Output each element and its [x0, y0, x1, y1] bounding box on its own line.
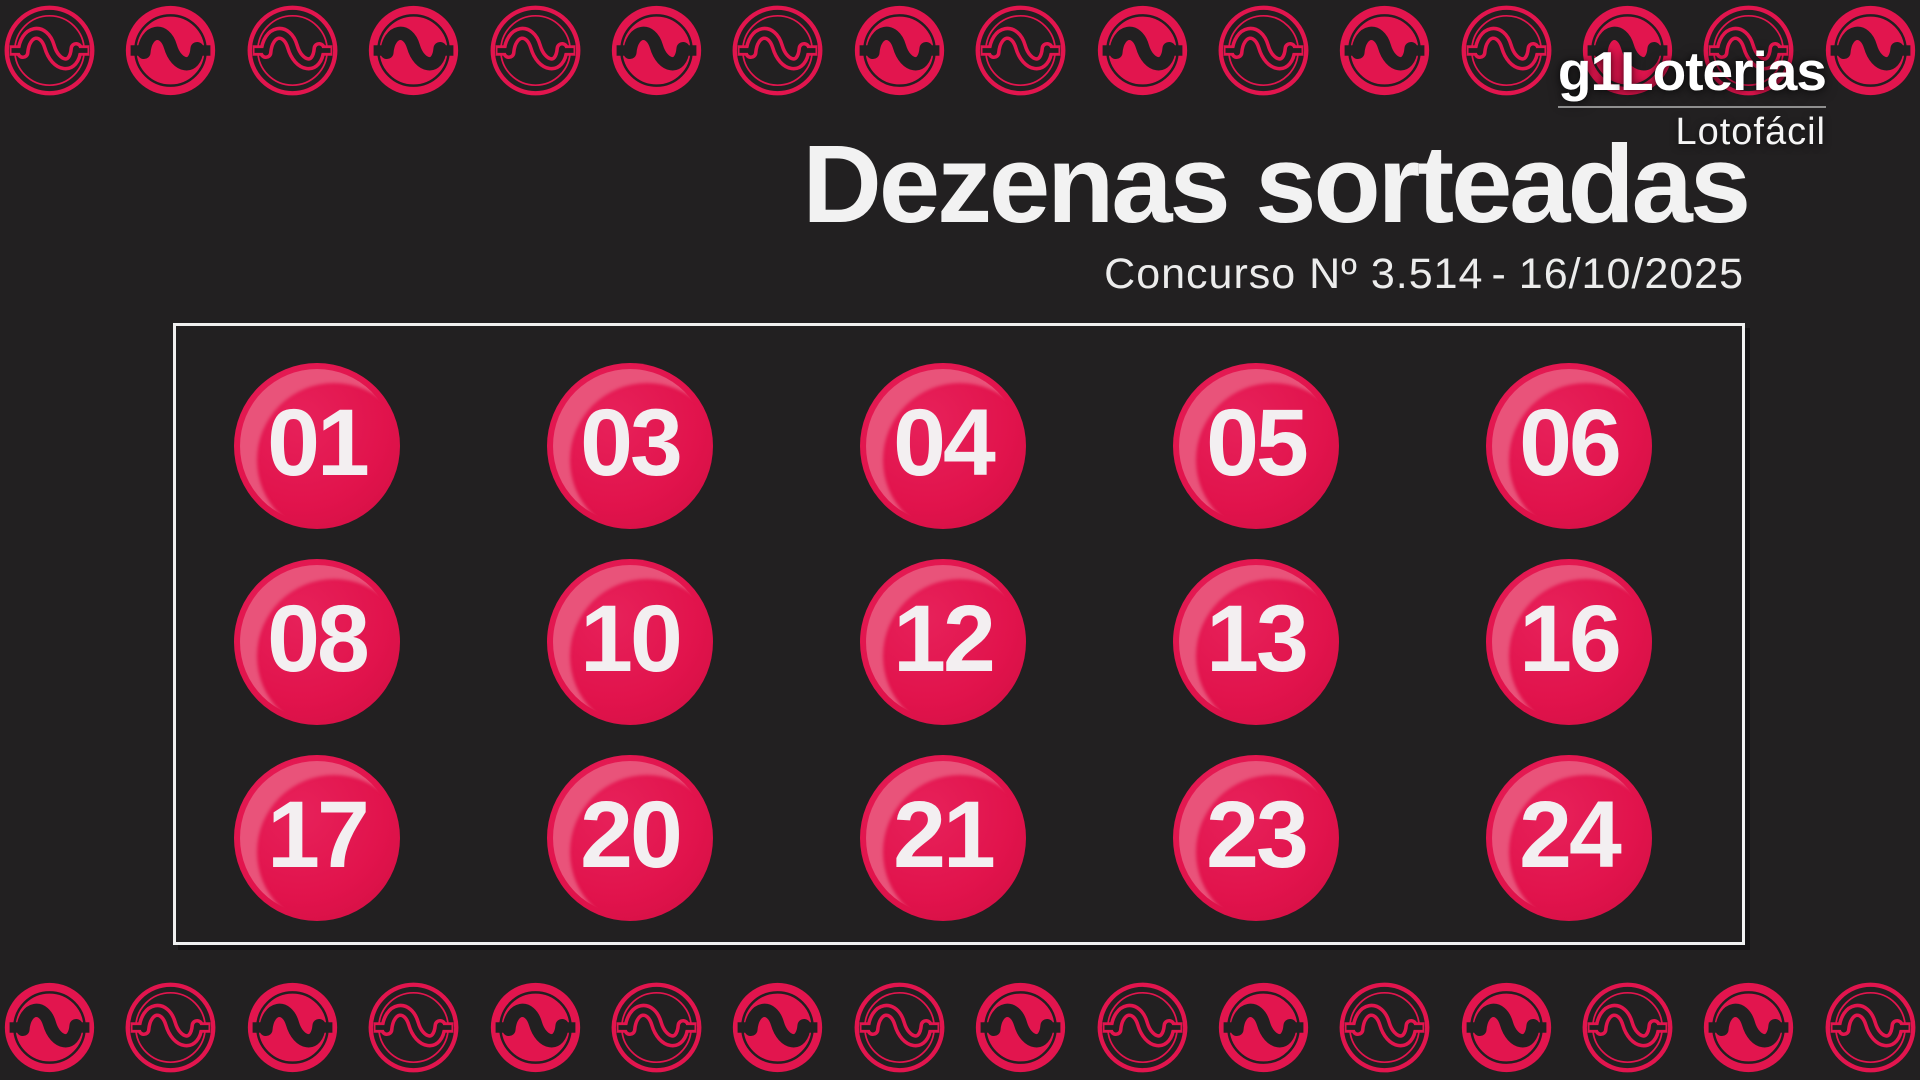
lottery-ball: 08 — [234, 559, 400, 725]
money-coin-outline-icon — [368, 982, 459, 1073]
money-coin-filled-icon — [1461, 982, 1551, 1073]
money-coin-outline-icon — [975, 5, 1066, 96]
money-coin-outline-icon — [1825, 982, 1916, 1073]
contest-subtitle: Concurso Nº 3.514-16/10/2025 — [1104, 250, 1744, 299]
money-coin-outline-icon — [611, 982, 702, 1073]
page-title: Dezenas sorteadas — [802, 123, 1751, 246]
lottery-ball: 20 — [547, 755, 713, 921]
money-coin-filled-icon — [1825, 5, 1916, 96]
ball-number: 17 — [267, 781, 370, 888]
lottery-ball: 10 — [547, 559, 713, 725]
money-coin-outline-icon — [4, 5, 95, 96]
logo-loterias: Loterias — [1620, 40, 1827, 102]
logo-g1: g1 — [1557, 40, 1621, 102]
money-coin-filled-icon — [611, 5, 702, 96]
lottery-ball: 01 — [234, 363, 400, 529]
game-name: Lotofácil — [1675, 111, 1826, 153]
logo-block: g1Loterias Lotofácil — [1557, 44, 1827, 154]
ball-number: 01 — [267, 389, 370, 496]
numbers-frame: 01 03 04 05 06 08 10 12 13 16 17 20 21 23 24 — [173, 323, 1745, 945]
ball-number: 21 — [893, 781, 996, 888]
ball-number: 04 — [893, 389, 996, 496]
ball-number: 10 — [580, 585, 683, 692]
money-coin-outline-icon — [1218, 5, 1309, 96]
ball-number: 12 — [893, 585, 996, 692]
contest-number: Concurso Nº 3.514 — [1104, 250, 1484, 298]
coin-border-top — [0, 3, 1920, 98]
money-coin-filled-icon — [733, 982, 823, 1073]
ball-number: 06 — [1519, 389, 1622, 496]
lottery-ball: 17 — [234, 755, 400, 921]
numbers-grid: 01 03 04 05 06 08 10 12 13 16 17 20 21 23 24 — [234, 363, 1652, 921]
lottery-ball: 05 — [1173, 363, 1339, 529]
money-coin-outline-icon — [1461, 5, 1552, 96]
money-coin-filled-icon — [490, 982, 580, 1073]
lottery-ball: 03 — [547, 363, 713, 529]
ball-number: 05 — [1206, 389, 1309, 496]
logo-underline — [1557, 106, 1826, 108]
ball-number: 23 — [1206, 781, 1309, 888]
money-coin-outline-icon — [1582, 982, 1673, 1073]
money-coin-outline-icon — [125, 982, 216, 1073]
money-coin-filled-icon — [1340, 5, 1430, 96]
lottery-ball: 04 — [860, 363, 1026, 529]
draw-date: 16/10/2025 — [1518, 250, 1744, 298]
money-coin-outline-icon — [1704, 5, 1794, 96]
contest-separator: - — [1491, 250, 1507, 298]
coin-border-bottom — [0, 980, 1920, 1075]
ball-number: 16 — [1519, 585, 1622, 692]
money-coin-filled-icon — [975, 982, 1066, 1073]
lottery-ball: 23 — [1173, 755, 1339, 921]
money-coin-filled-icon — [247, 982, 337, 1073]
money-coin-filled-icon — [4, 982, 95, 1073]
money-coin-filled-icon — [1218, 982, 1309, 1073]
money-coin-filled-icon — [1582, 5, 1673, 96]
money-coin-outline-icon — [247, 5, 338, 96]
money-coin-filled-icon — [1704, 982, 1794, 1073]
g1-loterias-logo: g1Loterias — [1558, 44, 1827, 99]
money-coin-outline-icon — [854, 982, 945, 1073]
ball-number: 08 — [267, 585, 370, 692]
ball-number: 13 — [1206, 585, 1309, 692]
money-coin-outline-icon — [1339, 982, 1430, 1073]
money-coin-outline-icon — [732, 5, 823, 96]
money-coin-filled-icon — [126, 5, 216, 96]
lottery-ball: 21 — [860, 755, 1026, 921]
ball-number: 24 — [1519, 781, 1622, 888]
money-coin-filled-icon — [369, 5, 459, 96]
ball-number: 03 — [580, 389, 683, 496]
lottery-ball: 12 — [860, 559, 1026, 725]
money-coin-outline-icon — [1097, 982, 1187, 1073]
money-coin-filled-icon — [1097, 5, 1187, 96]
lottery-ball: 16 — [1486, 559, 1652, 725]
money-coin-outline-icon — [490, 5, 580, 96]
lottery-ball: 13 — [1173, 559, 1339, 725]
ball-number: 20 — [580, 781, 683, 888]
money-coin-filled-icon — [854, 5, 944, 96]
lottery-ball: 24 — [1486, 755, 1652, 921]
lottery-ball: 06 — [1486, 363, 1652, 529]
